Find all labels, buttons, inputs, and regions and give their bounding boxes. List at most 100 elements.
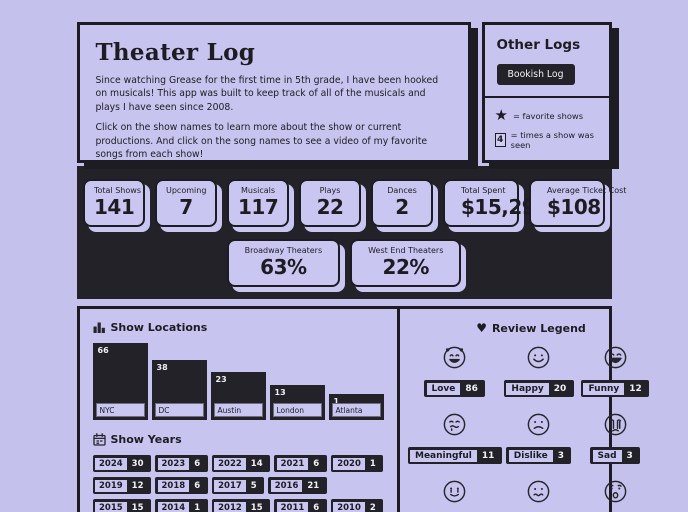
bottom-section: Show Locations 66 NYC 38 DC 23 Austin 13…	[76, 306, 650, 512]
year-badge-2024: 2024 30	[92, 455, 152, 472]
stat-label: Total Spent	[461, 186, 506, 195]
year-count: 6	[194, 458, 201, 469]
stat-average-ticket-cost: Average Ticket Cost $108	[529, 179, 627, 227]
bar-value: 23	[215, 375, 227, 384]
stats-row-1: Total Shows 141 Upcoming 7 Musicals 117 …	[83, 179, 627, 227]
year-badge-2014: 2014 1	[155, 499, 208, 512]
bar-value: 1	[333, 397, 340, 406]
year-label: 2021	[276, 457, 309, 470]
funny-face-icon	[604, 346, 626, 369]
stat-label: Dances	[387, 186, 417, 195]
review-count: 3	[626, 450, 633, 461]
bar-label: DC	[154, 403, 204, 417]
review-legend-grid: Love 86 Happy 20 Funny 12 Meaningful 11 Disl	[407, 344, 655, 512]
year-badge-2020: 2020 1	[330, 455, 384, 472]
review-badge: Dislike 3	[506, 447, 572, 464]
intro-paragraph-2: Click on the show names to learn more ab…	[95, 122, 428, 161]
review-badge: Love 86	[424, 380, 486, 397]
review-label: Happy	[506, 382, 549, 395]
bar-value: 66	[97, 346, 109, 355]
review-label: Love	[426, 382, 461, 395]
stat-value: 117	[238, 195, 279, 219]
stat-value: 2	[395, 195, 409, 219]
year-count: 1	[369, 458, 376, 469]
year-badge-2019: 2019 12	[92, 477, 152, 494]
year-badge-2022: 2022 14	[211, 455, 271, 472]
stat-label: Upcoming	[166, 186, 207, 195]
stat-value: 7	[179, 195, 193, 219]
year-count: 15	[131, 502, 144, 512]
year-count: 12	[131, 480, 144, 491]
bar-atlanta: 1 Atlanta	[328, 394, 384, 420]
year-count: 21	[307, 480, 320, 491]
locations-bar-chart: 66 NYC 38 DC 23 Austin 13 London 1 Atl	[92, 343, 384, 420]
year-label: 2023	[157, 457, 190, 470]
seen-count-box: 4	[494, 133, 506, 147]
other-logs-card: Other Logs Bookish Log ★ = favorite show…	[481, 22, 612, 163]
year-label: 2017	[214, 479, 246, 492]
stat-value: 22	[316, 195, 344, 219]
review-badge: Happy 20	[503, 380, 574, 397]
stat-value: 63%	[260, 255, 307, 279]
other-logs-section: Other Logs Bookish Log	[484, 25, 609, 98]
stat-broadway-theaters: Broadway Theaters 63%	[226, 239, 341, 287]
seen-key-row: 4 = times a show was seen	[494, 130, 599, 150]
intro-card: Theater Log Since watching Grease for th…	[76, 22, 471, 163]
seen-key-text: = times a show was seen	[510, 130, 594, 150]
show-locations-title: Show Locations	[110, 321, 208, 334]
dislike-face-icon	[528, 413, 550, 436]
key-legend-section: ★ = favorite shows 4 = times a show was …	[485, 98, 609, 167]
year-badge-2023: 2023 6	[155, 455, 208, 472]
year-badge-2016: 2016 21	[268, 477, 327, 494]
legend-item-meh: Meh2	[504, 478, 574, 512]
stat-total-shows: Total Shows 141	[83, 179, 145, 227]
year-label: 2020	[333, 457, 365, 470]
page-content: Theater Log Since watching Grease for th…	[76, 0, 650, 512]
year-label: 2014	[157, 501, 190, 512]
bar-value: 38	[156, 363, 168, 372]
legend-item-dislike: Dislike 3	[504, 411, 574, 464]
legend-item-sad: Sad 3	[576, 411, 655, 464]
year-label: 2011	[276, 501, 309, 512]
year-label: 2022	[214, 457, 246, 470]
year-count: 14	[250, 458, 263, 469]
sad-face-icon	[604, 413, 626, 436]
stat-value: $15,299	[461, 195, 549, 219]
year-count: 6	[313, 458, 320, 469]
bar-austin: 23 Austin	[210, 372, 266, 420]
year-label: 2018	[157, 479, 190, 492]
review-count: 86	[465, 383, 478, 394]
year-badge-2012: 2012 15	[211, 499, 271, 512]
bar-label: London	[272, 403, 322, 417]
bar-chart-icon	[93, 322, 105, 333]
heart-icon: ♥	[476, 321, 487, 335]
stat-upcoming: Upcoming 7	[155, 179, 217, 227]
stat-label: Plays	[319, 186, 341, 195]
star-icon: ★	[494, 106, 508, 124]
stat-label: Musicals	[240, 186, 276, 195]
stat-total-spent: Total Spent $15,299	[443, 179, 549, 227]
stat-label: Total Shows	[94, 186, 141, 195]
year-count: 15	[250, 502, 263, 512]
meh-face-icon	[528, 480, 550, 503]
stat-value: $108	[547, 195, 601, 219]
year-label: 2010	[333, 501, 365, 512]
confused-face-icon	[604, 480, 626, 503]
year-count: 1	[194, 502, 201, 512]
page-title: Theater Log	[95, 39, 256, 66]
review-label: Dislike	[508, 449, 553, 462]
other-logs-title: Other Logs	[496, 37, 581, 53]
stat-musicals: Musicals 117	[227, 179, 289, 227]
year-label: 2012	[214, 501, 246, 512]
stat-label: Average Ticket Cost	[547, 186, 627, 195]
show-years-heading: Show Years	[92, 433, 384, 446]
year-badge-2021: 2021 6	[274, 455, 327, 472]
bookish-log-button[interactable]: Bookish Log	[496, 64, 575, 85]
review-count: 20	[553, 383, 567, 394]
review-legend-heading: ♥ Review Legend	[408, 321, 655, 335]
legend-item-happy: Happy 20	[503, 344, 574, 397]
year-label: 2019	[95, 479, 127, 492]
top-section: Theater Log Since watching Grease for th…	[76, 22, 612, 163]
show-locations-heading: Show Locations	[93, 321, 384, 334]
favorite-key-text: = favorite shows	[512, 110, 584, 121]
